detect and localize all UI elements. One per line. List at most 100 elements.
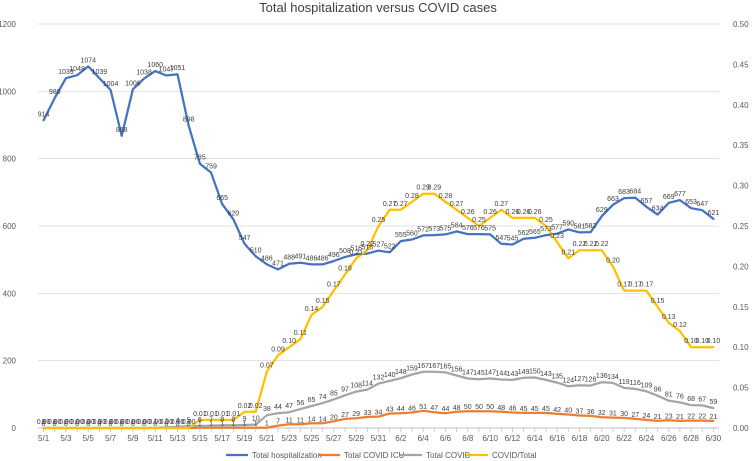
data-label-total-hospitalization: 1047 [159, 67, 175, 74]
data-label-covid-total: 0.10 [684, 338, 698, 345]
data-label-total-covid-icu: 21 [654, 414, 662, 421]
data-label-covid-total: 0.00 [160, 419, 174, 426]
data-label-total-covid-icu: 0 [53, 421, 57, 428]
y-axis-left: 0 200 400 600 800 1000 1200 [0, 20, 17, 433]
x-tick-label: 6/18 [572, 434, 588, 443]
data-label-total-hospitalization: 510 [250, 247, 262, 254]
data-label-total-covid: 148 [395, 369, 407, 376]
data-label-total-hospitalization: 522 [384, 243, 396, 250]
data-label-total-hospitalization: 657 [641, 198, 653, 205]
data-label-covid-total: 0.00 [126, 419, 140, 426]
data-label-covid-total: 0.27 [383, 201, 397, 208]
data-label-total-covid-icu: 0 [42, 421, 46, 428]
data-label-total-hospitalization: 491 [295, 254, 307, 261]
data-label-total-covid-icu: 1 [231, 421, 235, 428]
y-right-tick-label: 0.40 [733, 101, 749, 110]
data-label-total-hospitalization: 868 [116, 127, 128, 134]
legend-label: COVID/Total [492, 451, 537, 460]
data-label-total-covid: 7 [209, 417, 213, 424]
data-label-covid-total: 0.00 [104, 419, 118, 426]
data-label-total-covid: 85 [330, 390, 338, 397]
x-tick-label: 6/14 [527, 434, 543, 443]
x-tick-label: 5/25 [304, 434, 320, 443]
data-label-covid-total: 0.10 [282, 338, 296, 345]
data-label-total-hospitalization: 518 [361, 245, 373, 252]
data-label-total-hospitalization: 488 [283, 255, 295, 262]
data-label-total-hospitalization: 620 [228, 210, 240, 217]
data-label-covid-total: 0.17 [640, 282, 654, 289]
data-label-total-hospitalization: 545 [507, 236, 519, 243]
series-lines [42, 65, 715, 430]
data-label-total-hospitalization: 665 [216, 195, 228, 202]
x-tick-label: 5/1 [38, 434, 50, 443]
data-label-covid-total: 0.10 [707, 338, 721, 345]
data-label-total-covid-icu: 47 [430, 405, 438, 412]
data-label-total-covid: 47 [285, 403, 293, 410]
data-label-total-covid: 0 [142, 419, 146, 426]
data-label-total-covid: 108 [350, 383, 362, 390]
data-label-total-covid: 65 [308, 397, 316, 404]
data-label-covid-total: 0.25 [472, 217, 486, 224]
data-label-total-covid-icu: 1 [254, 421, 258, 428]
data-label-covid-total: 0.02 [249, 403, 263, 410]
legend-label: Total hospitalization [252, 451, 322, 460]
data-label-total-covid-icu: 1 [265, 421, 269, 428]
data-label-total-covid-icu: 33 [363, 410, 371, 417]
data-label-total-covid: 144 [495, 371, 507, 378]
data-label-total-covid: 38 [263, 406, 271, 413]
data-label-total-covid: 0 [131, 419, 135, 426]
data-label-total-hospitalization: 573 [428, 226, 440, 233]
data-label-total-covid: 0 [109, 419, 113, 426]
x-tick-label: 6/2 [395, 434, 407, 443]
y-left-tick-label: 600 [3, 222, 17, 231]
y-right-tick-label: 0.15 [733, 303, 749, 312]
data-label-total-covid: 116 [630, 380, 641, 387]
x-tick-label: 6/22 [616, 434, 632, 443]
data-label-total-covid: 145 [473, 370, 485, 377]
data-label-total-covid-icu: 22 [698, 414, 706, 421]
data-label-total-covid-icu: 0 [75, 421, 79, 428]
data-label-total-covid: 6 [198, 417, 202, 424]
data-label-covid-total: 0.25 [539, 217, 553, 224]
x-tick-label: 5/19 [237, 434, 253, 443]
data-label-covid-total: 0.00 [81, 419, 95, 426]
data-label-total-covid: 165 [440, 363, 452, 370]
data-label-covid-total: 0.27 [494, 201, 508, 208]
data-label-total-covid: 156 [451, 366, 463, 373]
x-tick-label: 6/24 [639, 434, 655, 443]
data-label-covid-total: 0.22 [595, 241, 609, 248]
data-label-total-covid: 8 [231, 416, 235, 423]
data-label-total-covid-icu: 22 [687, 414, 695, 421]
data-label-total-covid-icu: 1 [220, 421, 224, 428]
data-label-total-hospitalization: 653 [685, 199, 697, 206]
data-label-total-covid-icu: 45 [542, 406, 550, 413]
data-label-total-covid: 150 [529, 369, 541, 376]
data-label-total-covid: 2 [164, 418, 168, 425]
data-label-total-covid: 159 [406, 365, 418, 372]
data-label-covid-total: 0.00 [59, 419, 73, 426]
data-label-total-hospitalization: 1074 [80, 57, 96, 64]
data-label-total-covid: 167 [417, 363, 429, 370]
data-label-total-covid: 0 [120, 419, 124, 426]
data-label-total-covid: 59 [710, 399, 718, 406]
x-tick-label: 5/13 [170, 434, 186, 443]
data-label-total-covid-icu: 1 [243, 421, 247, 428]
data-label-total-covid-icu: 0 [187, 421, 191, 428]
x-tick-label: 6/26 [661, 434, 677, 443]
data-label-total-covid-icu: 0 [109, 421, 113, 428]
data-label-total-covid-icu: 42 [553, 407, 561, 414]
data-label-total-covid-icu: 14 [308, 416, 316, 423]
x-tick-label: 5/3 [60, 434, 72, 443]
data-label-total-covid-icu: 31 [609, 411, 617, 418]
x-tick-label: 6/30 [706, 434, 722, 443]
data-label-total-hospitalization: 555 [395, 232, 407, 239]
data-label-total-covid: 127 [574, 376, 586, 383]
data-label-total-covid: 124 [562, 377, 574, 384]
data-label-covid-total: 0.26 [506, 209, 520, 216]
data-label-total-hospitalization: 669 [663, 194, 675, 201]
data-label-total-hospitalization: 898 [183, 117, 195, 124]
data-label-covid-total: 0.01 [204, 411, 218, 418]
data-label-total-hospitalization: 527 [373, 242, 385, 249]
x-tick-label: 5/27 [326, 434, 342, 443]
y-right-tick-label: 0.05 [733, 384, 749, 393]
